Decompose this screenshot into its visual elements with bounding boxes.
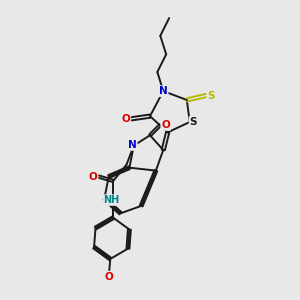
Text: N: N <box>128 140 137 150</box>
Text: O: O <box>161 120 170 130</box>
Text: O: O <box>89 172 98 182</box>
Text: O: O <box>104 272 113 282</box>
Text: NH: NH <box>103 195 120 205</box>
Text: N: N <box>159 86 168 96</box>
Text: S: S <box>190 117 197 127</box>
Text: S: S <box>208 91 215 100</box>
Text: O: O <box>122 114 130 124</box>
